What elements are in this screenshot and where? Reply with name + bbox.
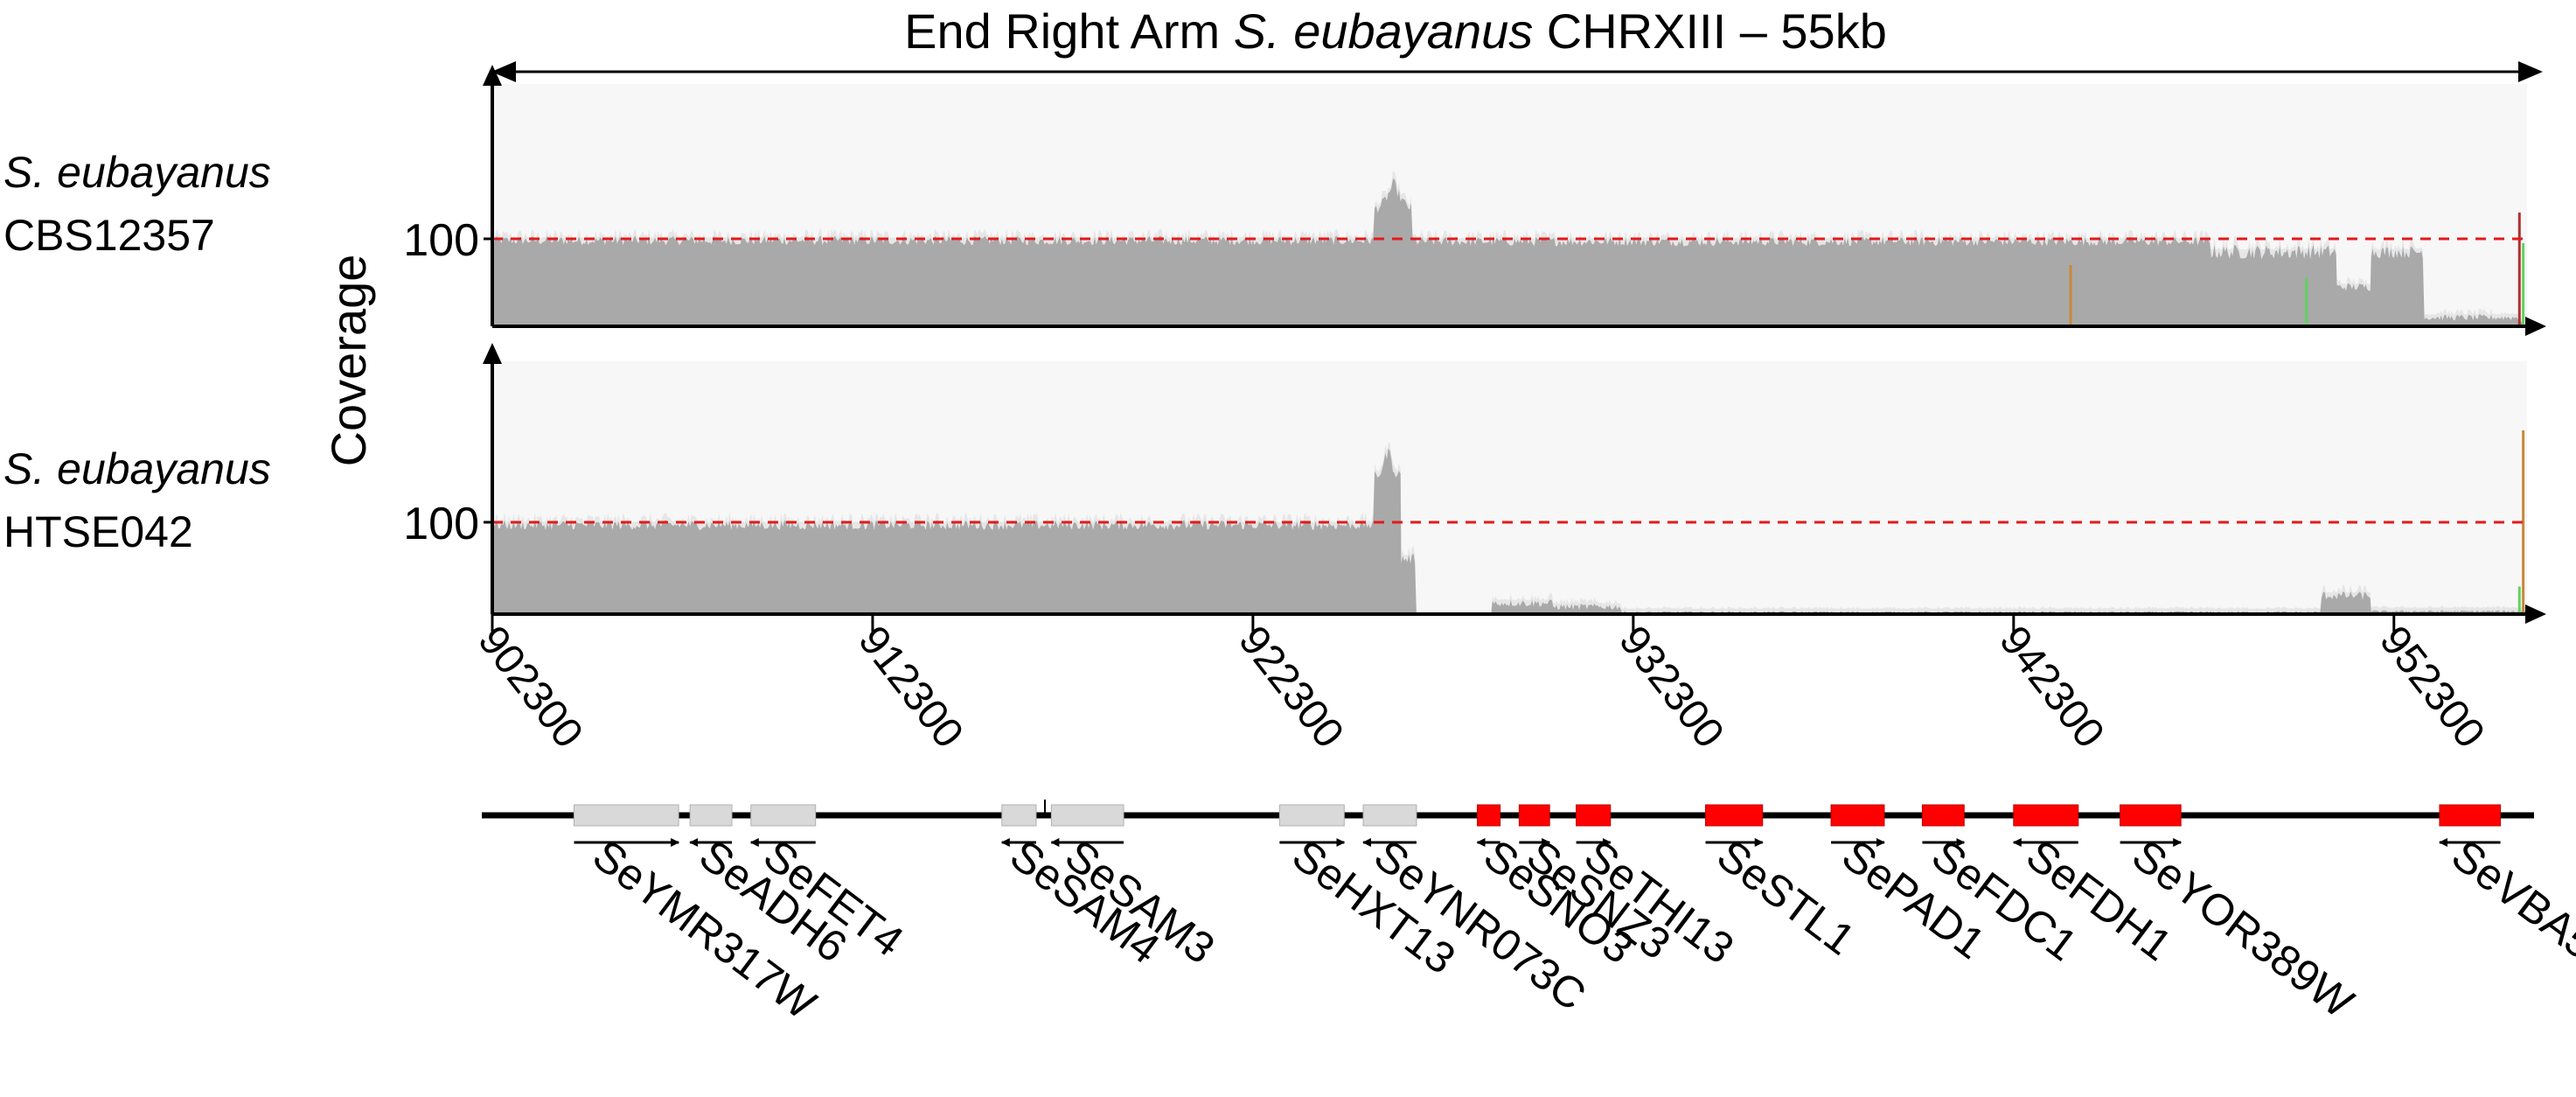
coverage-marks (492, 171, 2527, 326)
gene-box (1001, 804, 1037, 827)
panel1-strain: CBS12357 (3, 211, 215, 260)
coverage-panel-cbs12357: 100 (403, 65, 2546, 336)
gene-box (1477, 804, 1501, 827)
x-tick-label: 912300 (849, 618, 971, 757)
coverage-marks (492, 430, 2527, 614)
y-axis-arrowhead (483, 343, 502, 364)
gene-box (750, 804, 817, 827)
gene-box (2120, 804, 2182, 827)
panel2-strain: HTSE042 (3, 507, 193, 556)
gene-box (574, 804, 679, 827)
x-axis-ticks: 902300 912300 922300 932300 942300 952300 (469, 614, 2493, 757)
y-tick-label: 100 (403, 215, 479, 266)
coverage-area (492, 178, 2527, 326)
title-species: S. eubayanus (1234, 3, 1533, 59)
x-tick-label: 932300 (1610, 618, 1732, 757)
x-tick-label: 952300 (2371, 618, 2493, 757)
gene-box (1830, 804, 1885, 827)
coverage-panel-htse042: 100 (403, 343, 2546, 624)
gene-box (2013, 804, 2079, 827)
coverage-area (492, 448, 2527, 614)
gene-box (2439, 804, 2502, 827)
gene-box (1050, 804, 1124, 827)
gene-box (1278, 804, 1345, 827)
gene-sevba5: SeVBA5 (2438, 804, 2576, 969)
y-axis-arrowhead (483, 65, 502, 86)
title-suffix: CHRXIII – 55kb (1533, 3, 1887, 59)
x-tick-label: 902300 (469, 618, 591, 757)
gene-box (1518, 804, 1550, 827)
gene-box (1576, 804, 1612, 827)
y-tick-label: 100 (403, 499, 479, 549)
chart-title: End Right Arm S. eubayanus CHRXIII – 55k… (904, 3, 1887, 59)
panel1-species: S. eubayanus (3, 148, 271, 197)
panel2-species: S. eubayanus (3, 444, 271, 493)
x-tick-label: 942300 (1990, 618, 2113, 757)
span-arrow (491, 61, 2543, 82)
gene-box (1705, 804, 1764, 827)
gene-label: SeVBA5 (2443, 830, 2576, 968)
y-axis-label: Coverage (321, 255, 376, 467)
gene-box (689, 804, 733, 827)
gene-box (1362, 804, 1417, 827)
x-axis-arrowhead (2525, 604, 2546, 624)
x-axis-arrowhead (2525, 317, 2546, 336)
title-prefix: End Right Arm (904, 3, 1234, 59)
x-tick-label: 922300 (1229, 618, 1352, 757)
gene-box (1921, 804, 1965, 827)
